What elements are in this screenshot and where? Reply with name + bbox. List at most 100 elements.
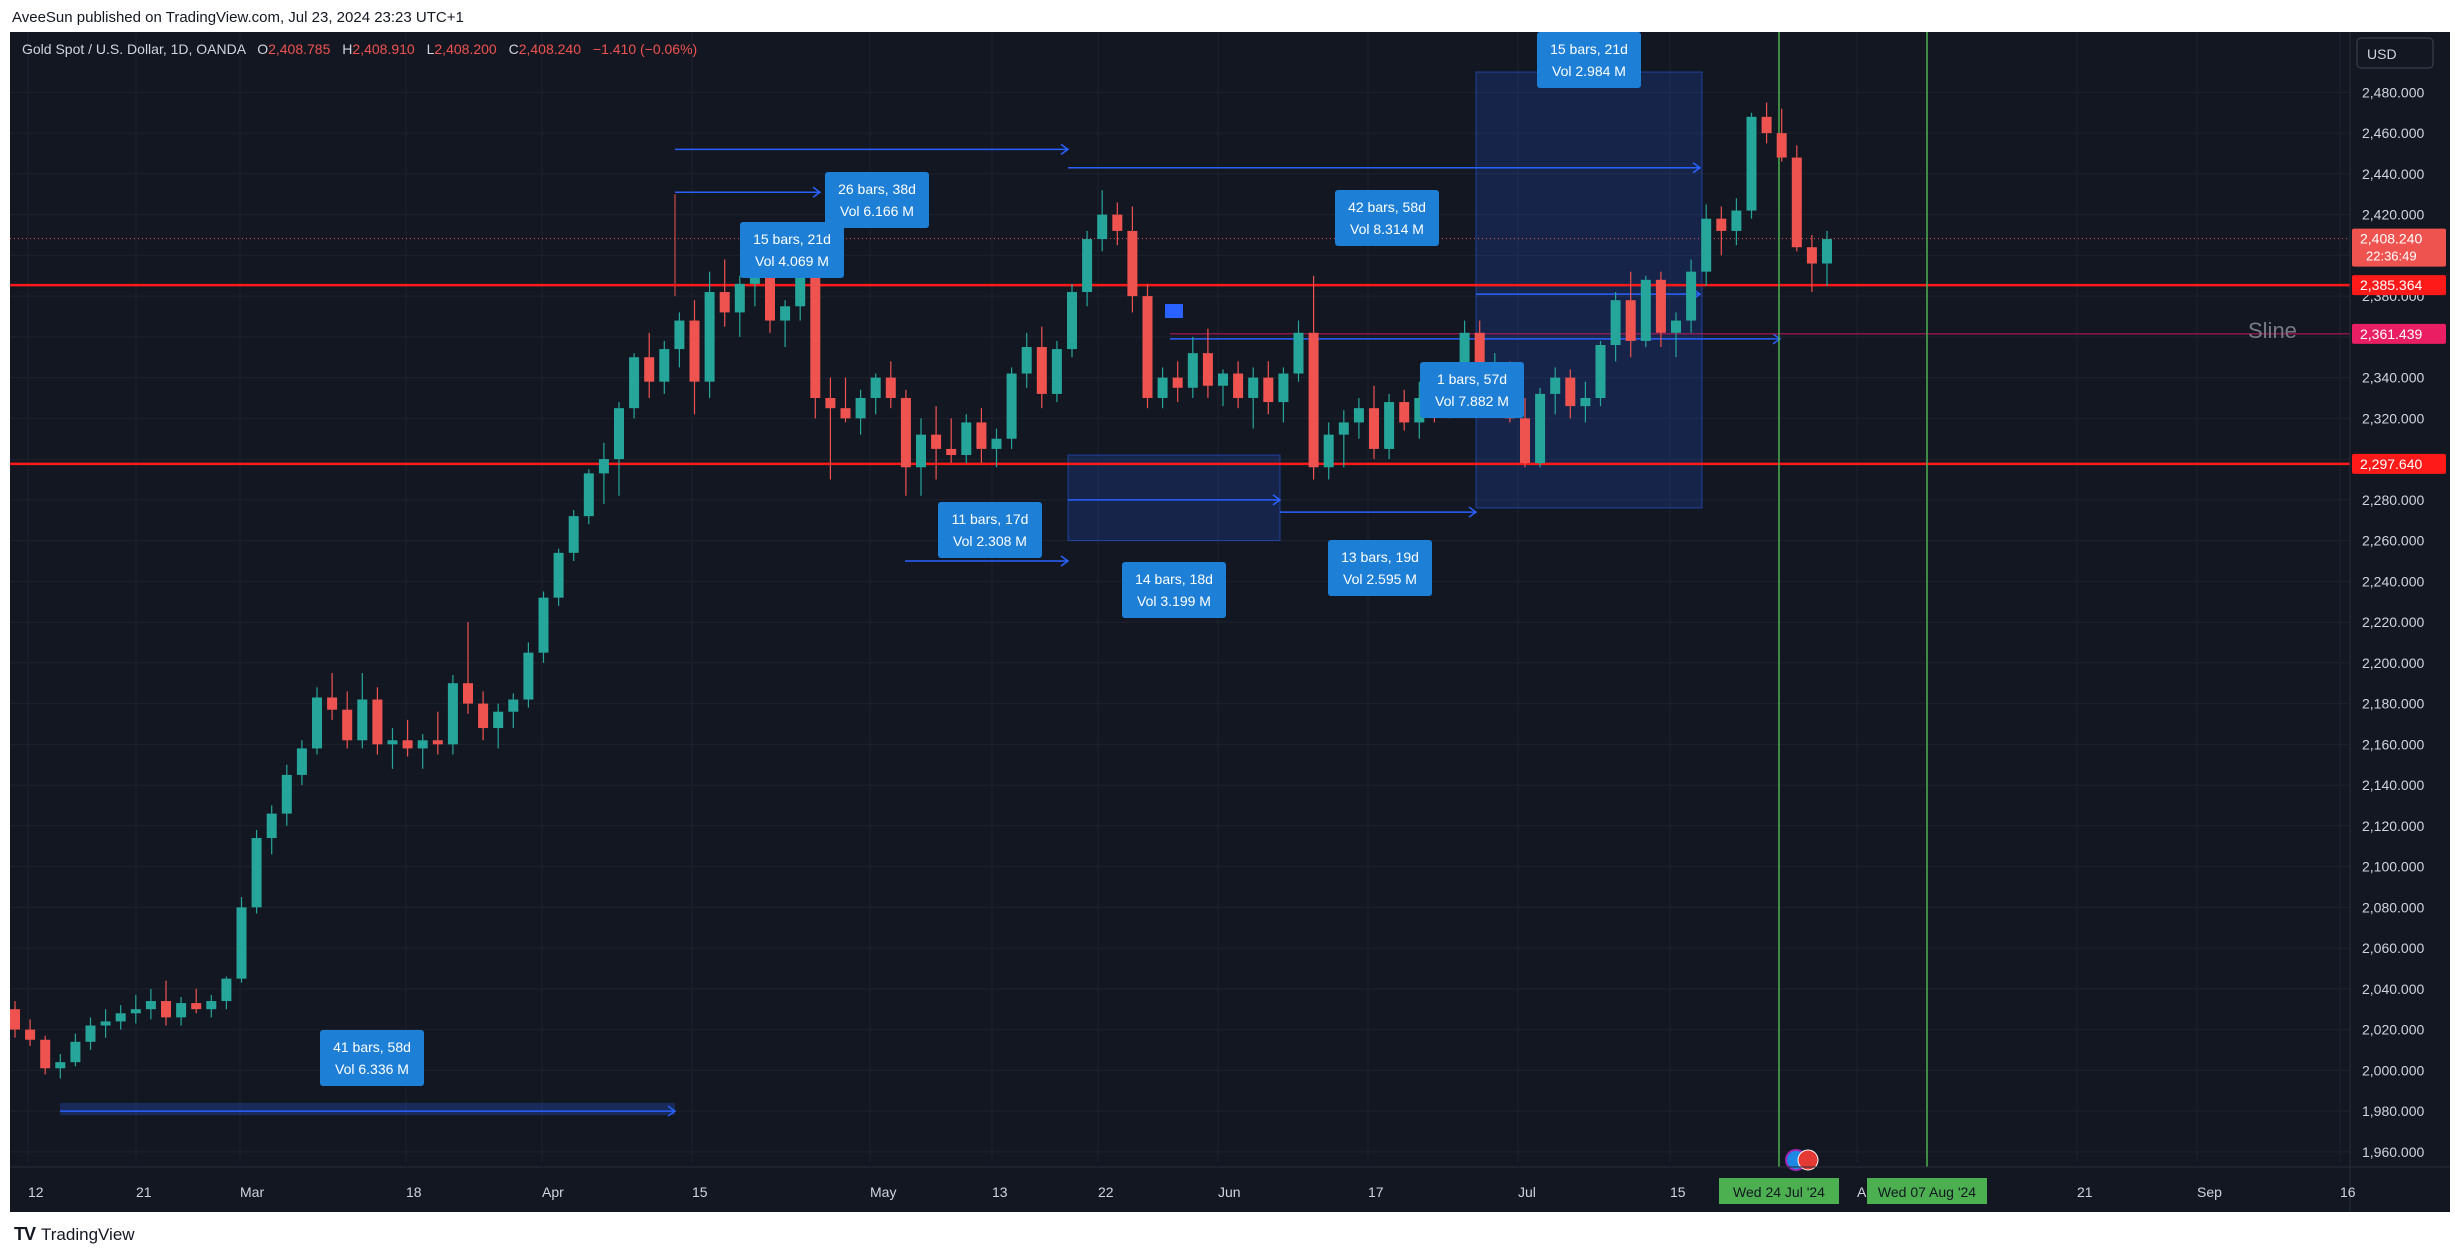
measure-label[interactable]: 42 bars, 58d Vol 8.314 M [1335,190,1439,246]
candle[interactable] [1761,102,1772,144]
candle[interactable] [1791,145,1802,252]
candle[interactable] [1746,112,1757,219]
candle[interactable] [10,1001,20,1038]
candle[interactable] [342,691,353,749]
candle[interactable] [523,642,534,708]
candle[interactable] [1338,410,1349,468]
measure-box[interactable] [60,1102,675,1116]
candle[interactable] [795,271,806,321]
flag-marker[interactable] [1165,304,1183,318]
candle[interactable] [1399,389,1410,431]
candle[interactable] [644,332,655,398]
currency-button[interactable]: USD [2356,37,2434,69]
candle[interactable] [1021,332,1032,388]
candle[interactable] [1640,275,1651,348]
candle[interactable] [704,271,715,398]
tradingview-logo[interactable]: TV TradingView [14,1224,135,1245]
candle[interactable] [1293,320,1304,382]
candle[interactable] [598,442,609,504]
candle[interactable] [1051,340,1062,403]
candle[interactable] [991,428,1002,468]
candle[interactable] [1263,361,1274,415]
candle[interactable] [236,897,247,983]
measure-label[interactable]: 1 bars, 57d Vol 7.882 M [1420,362,1524,418]
candle[interactable] [855,389,866,435]
candle[interactable] [70,1033,81,1067]
candle[interactable] [176,996,187,1026]
candle[interactable] [40,1035,51,1075]
candle[interactable] [25,1019,36,1046]
candle[interactable] [191,988,202,1014]
candle[interactable] [1142,283,1153,409]
measure-box[interactable] [1475,71,1703,509]
candle[interactable] [583,469,594,525]
candle[interactable] [1248,367,1259,429]
candle[interactable] [402,719,413,757]
candle[interactable] [614,402,624,496]
candle[interactable] [1806,234,1817,293]
candle[interactable] [1565,369,1576,419]
candle[interactable] [1580,381,1591,423]
candle[interactable] [1157,367,1168,409]
candle[interactable] [1172,361,1183,403]
candle[interactable] [659,340,670,394]
candle[interactable] [1323,422,1334,480]
candle[interactable] [387,728,398,769]
candle[interactable] [931,406,942,480]
candle[interactable] [145,988,156,1020]
candle[interactable] [1822,230,1832,286]
chart-area[interactable]: Sline 41 bars, 58d Vol 6.336 M 15 bars, 21… [10,32,2450,1212]
candle[interactable] [1036,326,1047,409]
measure-label[interactable]: 15 bars, 21d Vol 2.984 M [1537,32,1641,88]
candle[interactable] [357,673,368,749]
candle[interactable] [538,591,549,663]
candle[interactable] [1686,259,1697,333]
candle[interactable] [1202,328,1213,398]
candle[interactable] [1218,369,1228,407]
candle[interactable] [372,687,383,755]
measure-label[interactable]: 14 bars, 18d Vol 3.199 M [1122,562,1226,618]
measure-label[interactable]: 11 bars, 17d Vol 2.308 M [938,502,1042,558]
candle[interactable] [1535,387,1546,468]
candle[interactable] [493,703,504,749]
candle[interactable] [1127,206,1138,313]
candle[interactable] [1353,397,1364,439]
candle[interactable] [432,711,443,755]
candle[interactable] [266,805,277,855]
flag-icon[interactable] [1797,1149,1819,1171]
measure-box[interactable] [1067,454,1281,542]
candle[interactable] [916,418,926,496]
candle[interactable] [1278,367,1289,423]
measure-label[interactable]: 41 bars, 58d Vol 6.336 M [320,1030,424,1086]
candle[interactable] [478,691,489,741]
candle[interactable] [508,693,519,729]
candle[interactable] [900,389,911,496]
candle[interactable] [885,361,896,409]
measure-label[interactable]: 26 bars, 38d Vol 6.166 M [825,172,929,228]
candle[interactable] [1112,202,1123,246]
candle[interactable] [1701,204,1712,286]
candle[interactable] [825,377,836,480]
candle[interactable] [463,622,473,714]
candle[interactable] [1006,367,1017,449]
candle[interactable] [1369,385,1379,460]
candle[interactable] [719,259,730,327]
candle[interactable] [840,377,851,423]
candle[interactable] [327,673,338,720]
candle[interactable] [281,764,292,826]
candle[interactable] [1187,336,1198,398]
candle[interactable] [1716,206,1727,256]
candle[interactable] [689,300,700,415]
candle[interactable] [251,829,262,914]
candle[interactable] [312,687,322,755]
candle[interactable] [1097,190,1108,252]
price-chart[interactable]: Sline 41 bars, 58d Vol 6.336 M 15 bars, 21… [10,32,2450,1212]
candle[interactable] [1384,393,1395,460]
candle[interactable] [296,740,307,786]
candle[interactable] [221,976,232,1010]
candle[interactable] [780,300,791,348]
candle[interactable] [810,255,821,419]
candle[interactable] [1776,108,1787,162]
candle[interactable] [629,353,640,419]
candle[interactable] [734,275,745,337]
